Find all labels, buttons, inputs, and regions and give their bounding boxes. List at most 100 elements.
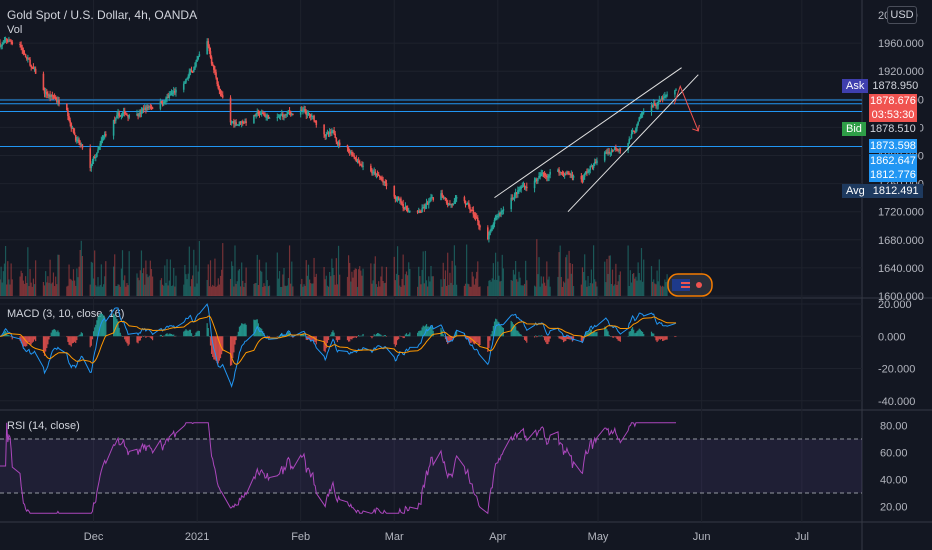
candle-body	[147, 106, 149, 108]
candle-body	[375, 174, 378, 176]
candle-body	[218, 88, 221, 91]
candle-body	[126, 114, 128, 116]
volume-bar	[370, 263, 372, 296]
macd-hist-bar	[237, 331, 239, 337]
volume-bar	[337, 245, 340, 296]
volume-bar	[302, 286, 304, 296]
candle-body	[25, 57, 28, 59]
candle-body	[127, 115, 129, 118]
volume-bar	[559, 245, 561, 296]
volume-bar	[315, 273, 317, 296]
macd-hist-bar	[277, 335, 280, 337]
candle-body	[474, 216, 477, 218]
macd-hist-bar	[567, 336, 569, 340]
candle-body	[581, 179, 584, 181]
macd-hist-bar	[500, 325, 502, 337]
volume-bar	[189, 286, 192, 296]
macd-hist-bar	[513, 325, 516, 337]
volume-bar	[535, 286, 537, 296]
candle-body	[69, 120, 71, 124]
macd-hist-bar	[510, 320, 512, 337]
candle-body	[628, 139, 631, 144]
volume-bar	[165, 282, 167, 296]
volume-bar	[25, 276, 27, 296]
macd-hist-bar	[560, 336, 562, 340]
candle-body	[150, 107, 153, 109]
candle-body	[515, 192, 518, 195]
candle-body	[50, 94, 53, 97]
volume-bar	[379, 286, 381, 296]
candle-body	[1, 44, 4, 46]
macd-hist-bar	[658, 336, 660, 340]
candle-body	[384, 181, 387, 184]
macd-hist-bar	[307, 336, 310, 340]
candle-body	[327, 132, 330, 134]
candle-body	[58, 100, 60, 104]
macd-hist-bar	[662, 336, 664, 342]
candle-body	[191, 71, 194, 73]
volume-bar	[523, 283, 526, 296]
macd-hist-bar	[268, 336, 271, 338]
candle-body	[48, 94, 50, 96]
macd-hist-bar	[166, 333, 168, 337]
candle-body	[333, 130, 335, 134]
macd-hist-bar	[353, 336, 355, 338]
macd-hist-bar	[151, 336, 154, 341]
macd-hist-bar	[607, 331, 609, 337]
candle-body	[71, 127, 74, 129]
candle-body	[607, 151, 609, 153]
candle-body	[373, 171, 376, 173]
candle-body	[4, 39, 7, 41]
volume-bar	[428, 276, 430, 296]
rsi-line	[0, 422, 676, 515]
macd-hist-bar	[634, 333, 636, 337]
volume-bar	[50, 283, 52, 296]
candle-body	[263, 114, 265, 116]
volume-bar	[665, 282, 667, 296]
macd-hist-bar	[76, 336, 78, 341]
candle-body	[217, 84, 220, 89]
volume-bar	[90, 261, 92, 296]
candle-body	[301, 109, 303, 111]
macd-hist-bar	[262, 331, 264, 337]
macd-hist-bar	[43, 336, 46, 356]
volume-bar	[543, 282, 546, 296]
candle-body	[664, 96, 666, 98]
candle-body	[237, 124, 240, 126]
macd-hist-bar	[139, 336, 141, 341]
macd-hist-bar	[585, 331, 587, 337]
currency-button[interactable]: USD	[887, 6, 917, 24]
macd-hist-bar	[358, 335, 360, 337]
volume-bar	[324, 279, 326, 296]
macd-hist-bar	[373, 334, 375, 337]
candle-body	[360, 164, 362, 166]
macd-hist-bar	[8, 335, 10, 337]
volume-bar	[450, 282, 452, 296]
candle-body	[466, 202, 469, 204]
volume-bar	[489, 279, 491, 296]
macd-hist-bar	[375, 333, 378, 337]
macd-hist-bar	[565, 336, 567, 342]
volume-bar	[580, 284, 582, 296]
candle-body	[587, 171, 589, 173]
candle-body	[245, 121, 247, 123]
candle-body	[33, 68, 36, 70]
macd-hist-bar	[423, 326, 425, 337]
volume-bar	[286, 285, 288, 296]
candle-body	[236, 124, 239, 126]
macd-hist-bar	[609, 336, 611, 337]
volume-bar	[662, 285, 664, 296]
candle-body	[70, 123, 73, 129]
volume-bar	[175, 275, 177, 296]
volume-bar	[78, 266, 80, 296]
candle-body	[312, 115, 314, 117]
volume-bar	[98, 286, 100, 296]
candle-series	[0, 36, 677, 243]
volume-bar	[448, 284, 450, 296]
volume-bar	[581, 267, 584, 296]
volume-bar	[609, 255, 611, 296]
volume-bar	[121, 250, 124, 296]
volume-bar	[378, 281, 380, 296]
candle-body	[324, 134, 326, 137]
